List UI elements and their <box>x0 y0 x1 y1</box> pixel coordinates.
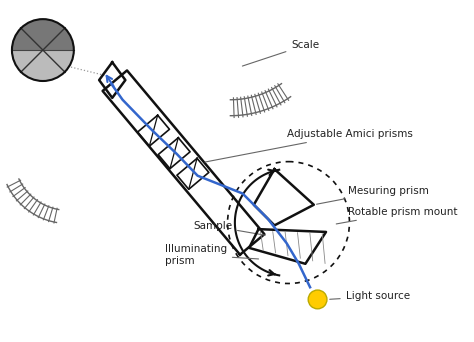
Text: Adjustable Amici prisms: Adjustable Amici prisms <box>205 129 412 162</box>
Wedge shape <box>12 50 74 81</box>
Text: Sample: Sample <box>193 221 265 235</box>
Text: Rotable prism mount: Rotable prism mount <box>336 207 457 224</box>
Wedge shape <box>12 19 74 50</box>
Circle shape <box>308 290 327 309</box>
Text: Illuminating
prism: Illuminating prism <box>165 244 258 266</box>
Text: Mesuring prism: Mesuring prism <box>317 185 428 204</box>
Text: Light source: Light source <box>330 291 410 301</box>
Text: Scale: Scale <box>242 40 319 66</box>
